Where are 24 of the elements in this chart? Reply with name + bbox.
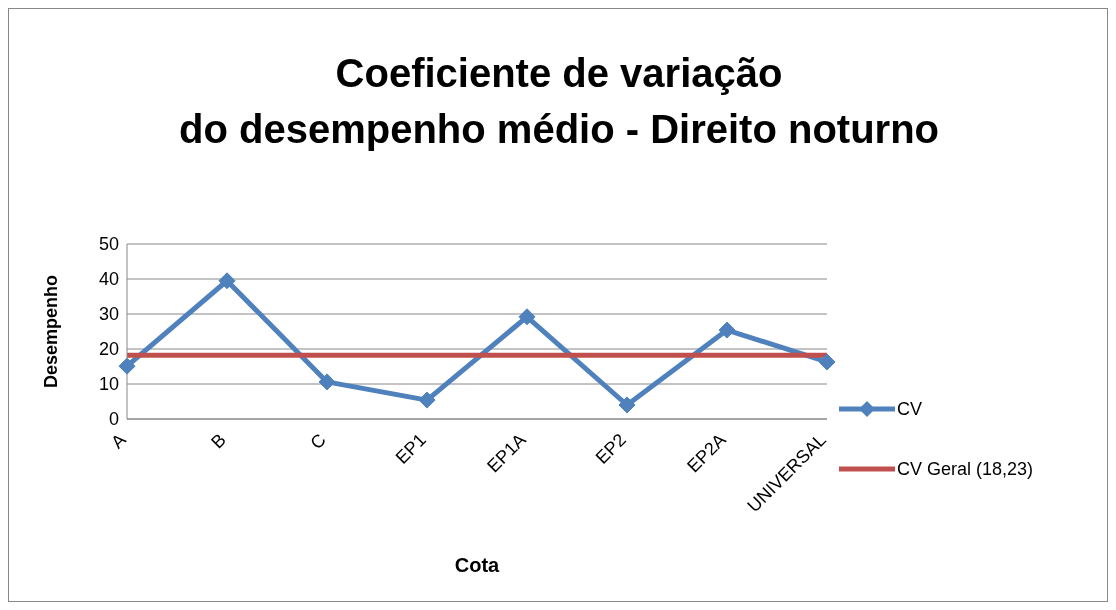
y-tick-label: 20 (98, 339, 119, 360)
x-tick-label: A (107, 429, 130, 453)
x-axis-title: Cota (454, 554, 501, 576)
legend-label: CV (897, 398, 923, 420)
y-tick-label: 10 (98, 374, 119, 395)
x-tick-label: B (207, 429, 230, 453)
y-tick-label: 50 (98, 234, 119, 255)
point (518, 308, 536, 326)
y-tick-label: 0 (108, 409, 119, 430)
point (618, 396, 636, 414)
chart-title: Coeficiente de variação do desempenho médio - Direito noturno (178, 50, 940, 153)
x-tick-label: C (306, 429, 330, 454)
point (318, 373, 336, 391)
point (818, 353, 836, 371)
point (118, 357, 136, 375)
y-tick-label: 30 (98, 304, 119, 325)
x-tick-label: EP2 (591, 429, 630, 468)
y-tick-label: 40 (98, 269, 119, 290)
legend-label: CV Geral (18,23) (897, 458, 1034, 480)
point (718, 321, 736, 339)
y-axis-title: Desempenho (41, 274, 62, 389)
x-tick-label: EP1 (391, 429, 430, 468)
point (218, 272, 236, 290)
point (418, 391, 436, 409)
